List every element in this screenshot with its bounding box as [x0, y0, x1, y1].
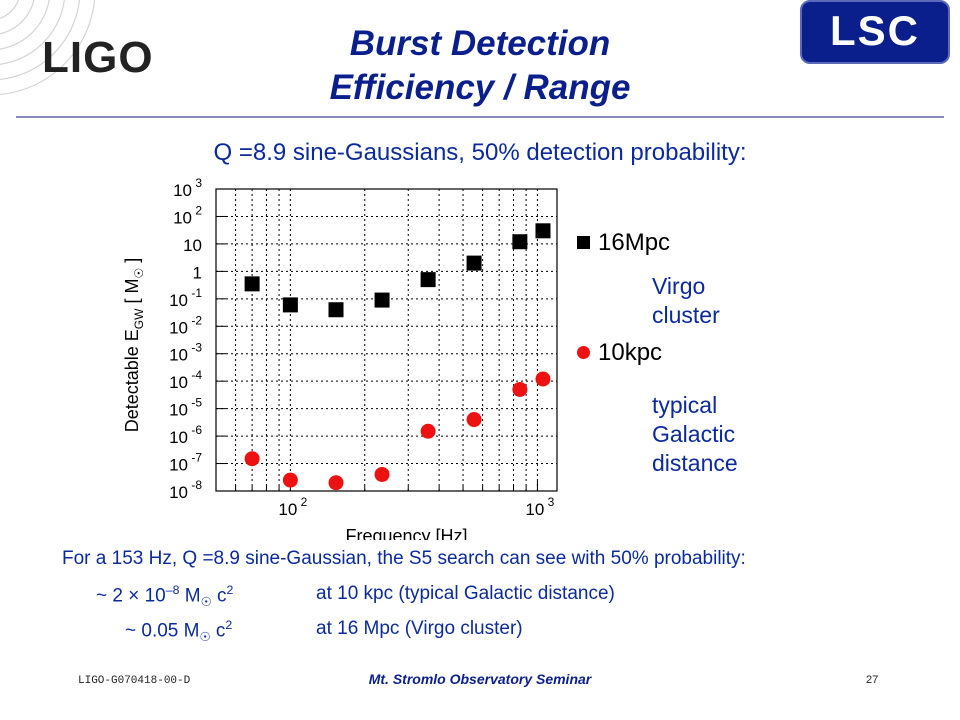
note-line: cluster — [652, 302, 720, 328]
data-point-square — [282, 297, 298, 313]
y-tick-label: 10 -4 — [169, 368, 202, 392]
efficiency-chart: 10 3 10 2 10 1 10 -1 10 -2 10 -3 10 -4 10 -5 10 -… — [122, 176, 558, 540]
x-tick-label: 10 2 — [278, 495, 307, 519]
note-line: Galactic — [652, 421, 736, 447]
data-point-square — [512, 234, 528, 250]
data-point-square — [374, 292, 390, 308]
title-line-1: Burst Detection — [349, 24, 611, 63]
y-tick-label: 10 -8 — [169, 478, 202, 502]
data-point-square — [420, 272, 436, 288]
legend-note-galactic: typical Galactic distance — [652, 391, 738, 478]
data-point-square — [244, 276, 260, 292]
y-tick-label: 10 -2 — [169, 313, 202, 337]
chart-subtitle: Q =8.9 sine-Gaussians, 50% detection pro… — [213, 139, 747, 166]
summary-line-2-desc: at 16 Mpc (Virgo cluster) — [316, 618, 523, 639]
ligo-logo: LIGO — [42, 33, 154, 82]
y-tick-label: 10 2 — [173, 203, 202, 227]
title-line-2: Efficiency / Range — [329, 68, 631, 107]
y-tick-label: 10 -7 — [169, 451, 202, 475]
data-point-circle — [374, 466, 390, 482]
title-divider — [16, 116, 944, 118]
page-number: 27 — [866, 674, 879, 686]
data-point-circle — [328, 475, 344, 491]
note-line: typical — [652, 392, 718, 418]
data-point-circle — [512, 381, 528, 397]
value-text: ~ 2 × 10 — [96, 585, 166, 607]
y-tick-label: 10 3 — [173, 176, 202, 200]
data-point-square — [466, 255, 482, 271]
y-tick-label: 10 -3 — [169, 341, 202, 365]
slide-title: Burst Detection Efficiency / Range — [200, 22, 760, 110]
y-tick-label: 10 — [183, 236, 202, 255]
data-point-square — [535, 223, 551, 239]
x-axis-label: Frequency [Hz] — [345, 526, 467, 540]
exponent: 2 — [225, 618, 233, 632]
value-text: ~ 0.05 M — [125, 620, 200, 642]
summary-intro: For a 153 Hz, Q =8.9 sine-Gaussian, the … — [62, 548, 746, 569]
y-tick-label: 10 -6 — [169, 423, 202, 447]
y-tick-label: 1 — [193, 263, 202, 282]
unit-tail: c — [215, 620, 226, 642]
legend-circle-marker — [577, 346, 590, 359]
summary-line-1-desc: at 10 kpc (typical Galactic distance) — [316, 583, 615, 604]
summary-line-1-value: ~ 2 × 10–8 M☉ c2 — [96, 583, 233, 609]
sun-symbol-icon: ☉ — [199, 630, 211, 645]
sun-symbol-icon: ☉ — [200, 595, 212, 610]
seminar-name: Mt. Stromlo Observatory Seminar — [368, 671, 592, 687]
legend-label-16mpc: 16Mpc — [598, 229, 671, 256]
data-point-circle — [244, 451, 260, 467]
summary-line-2-value: ~ 0.05 M☉ c2 — [125, 618, 232, 644]
unit-tail: c — [216, 585, 227, 607]
data-point-circle — [420, 423, 436, 439]
note-line: distance — [652, 450, 738, 476]
note-line: Virgo — [652, 273, 706, 299]
data-point-circle — [466, 412, 482, 428]
legend-square-marker — [577, 236, 590, 249]
y-tick-label: 10 -1 — [169, 286, 202, 310]
x-tick-label: 10 3 — [525, 495, 554, 519]
exponent: –8 — [165, 583, 180, 597]
data-point-square — [328, 302, 344, 318]
unit-text: M — [184, 585, 201, 607]
exponent: 2 — [226, 583, 234, 597]
legend-note-virgo: Virgo cluster — [652, 272, 720, 330]
plot-frame — [215, 188, 558, 492]
data-point-circle — [282, 472, 298, 488]
y-axis-label: Detectable EGW [ M☉ ] — [122, 258, 146, 433]
y-tick-label: 10 -5 — [169, 396, 202, 420]
lsc-logo: LSC — [800, 0, 950, 64]
data-point-circle — [535, 371, 551, 387]
legend-label-10kpc: 10kpc — [598, 339, 663, 366]
document-id: LIGO-G070418-00-D — [78, 675, 191, 687]
